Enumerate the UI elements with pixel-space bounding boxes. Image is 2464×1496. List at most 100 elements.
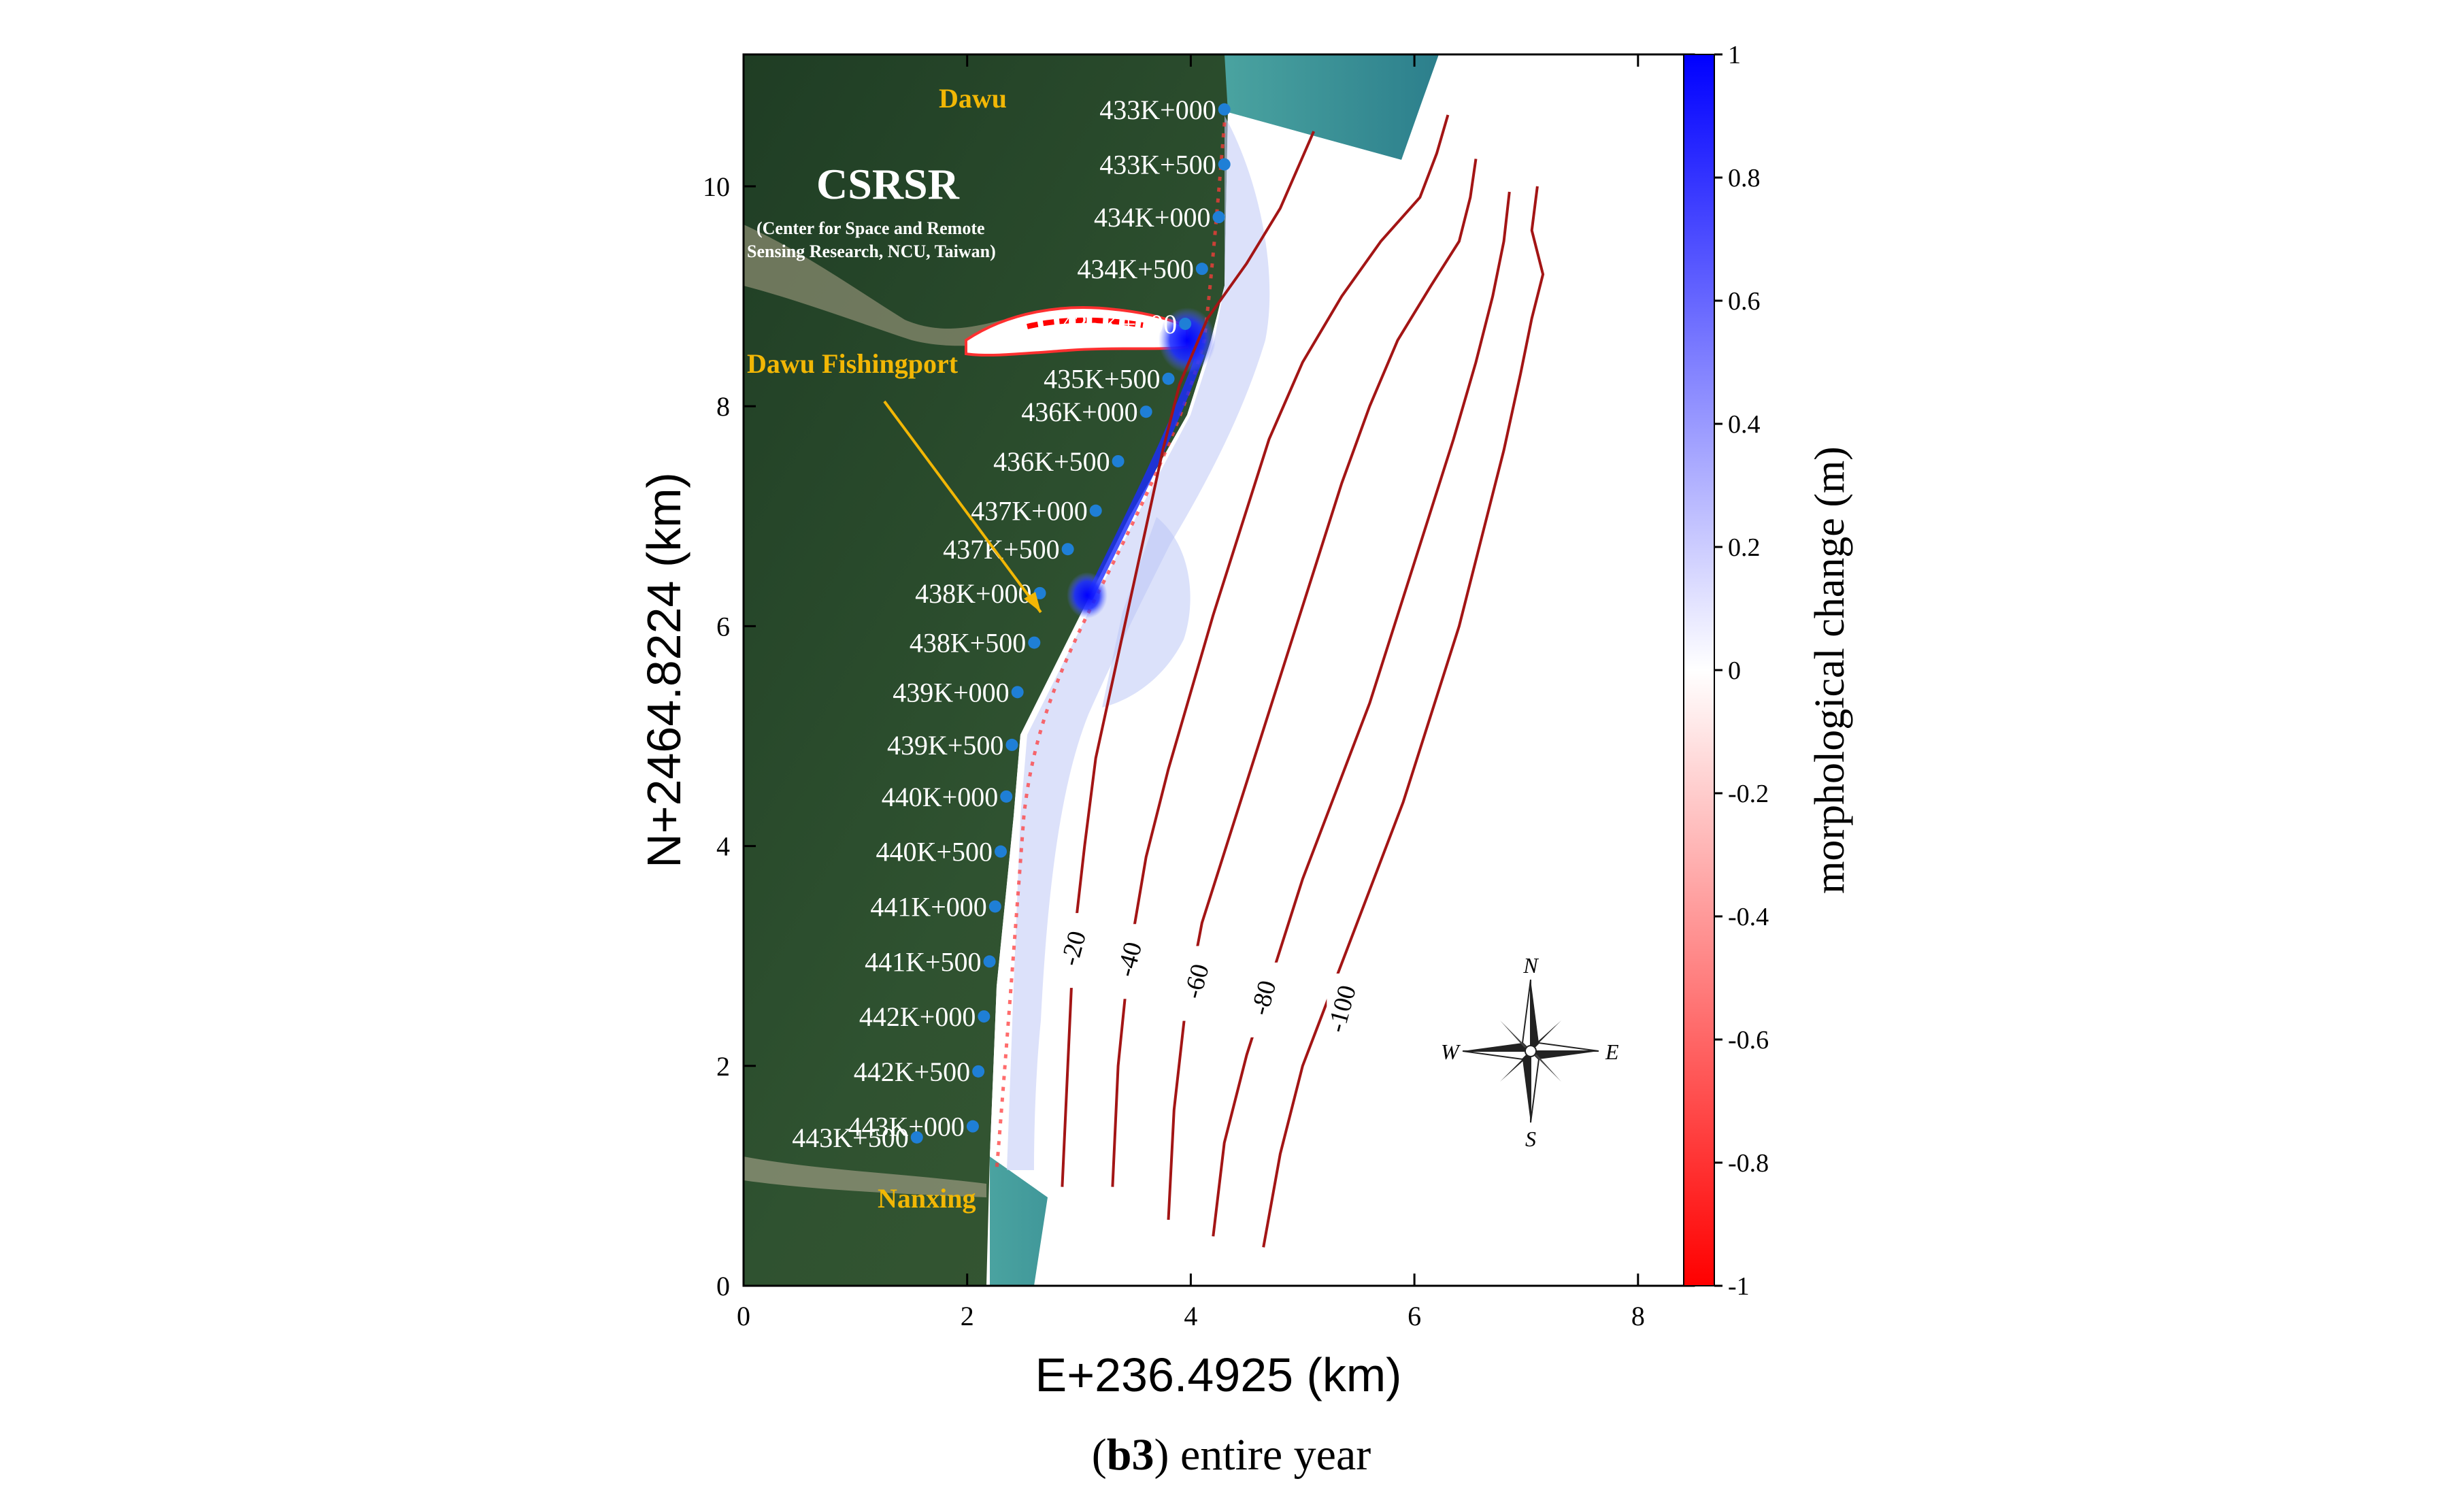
colorbar-tick-label: -0.4 — [1728, 903, 1769, 931]
agency-detail-line2: Sensing Research, NCU, Taiwan) — [747, 242, 996, 261]
colorbar-tick-label: 0.2 — [1728, 533, 1761, 562]
station-dot — [1218, 103, 1231, 116]
compass-e: E — [1605, 1040, 1619, 1064]
station-label: 436K+500 — [993, 446, 1110, 477]
station-label: 443K+500 — [792, 1123, 908, 1153]
colorbar-tick-label: 1 — [1728, 41, 1741, 69]
station-dot — [988, 900, 1001, 913]
place-label-fishingport: Dawu Fishingport — [747, 348, 959, 379]
station-label: 441K+000 — [870, 891, 986, 922]
compass-w: W — [1441, 1040, 1461, 1064]
contour-label-bg — [1327, 973, 1357, 1048]
station-dot — [1061, 543, 1074, 556]
place-label-nanxing: Nanxing — [878, 1183, 976, 1214]
station-label: 443K+000 — [848, 1112, 964, 1142]
colorbar-tick-label: -0.6 — [1728, 1026, 1769, 1054]
sea-north — [1225, 54, 1439, 160]
y-tick-label: 2 — [716, 1051, 730, 1082]
fishingport-arrow — [883, 400, 1042, 614]
station-label: 439K+500 — [887, 730, 1003, 761]
agency-name: CSRSR — [816, 160, 960, 208]
figure-caption: (b3) entire year — [1092, 1430, 1371, 1480]
station-label: 440K+000 — [882, 782, 998, 812]
colorbar-tick-label: 0.4 — [1728, 410, 1761, 439]
x-ticks: 0 2 4 6 8 — [737, 54, 1645, 1331]
x-tick-label: 4 — [1184, 1301, 1197, 1331]
station-dot — [983, 955, 996, 968]
y-tick-label: 10 — [703, 171, 730, 202]
colorbar-tick-label: -0.8 — [1728, 1149, 1769, 1178]
accretion-zone — [1007, 116, 1270, 1170]
station-label: 434K+000 — [1094, 202, 1210, 233]
station-label: 434K+500 — [1077, 254, 1193, 284]
colorbar-ticks: 1 0.8 0.6 0.4 0.2 0 -0.2 -0.4 -0.6 -0.8 -1 — [1714, 41, 1769, 1301]
station-dot — [1033, 586, 1046, 599]
x-tick-label: 6 — [1408, 1301, 1421, 1331]
station-markers: 433K+000 433K+500 434K+000 434K+500 435K+000… — [792, 95, 1231, 1153]
compass-s: S — [1525, 1127, 1536, 1151]
contour-label-bg — [1058, 913, 1088, 988]
station-dot — [910, 1131, 923, 1144]
station-label: 439K+000 — [893, 677, 1009, 708]
map-layer: -20 -40-60 -80 -100 433K+000 433K+500 434K+00… — [744, 54, 1545, 1286]
caption-label: b3 — [1107, 1430, 1154, 1480]
land-imagery — [744, 54, 1439, 1286]
station-dot — [1112, 454, 1125, 467]
station-dot — [1089, 504, 1102, 517]
x-tick-label: 2 — [961, 1301, 974, 1331]
contour-label-bg — [1248, 962, 1279, 1037]
x-tick-label: 8 — [1631, 1301, 1645, 1331]
contour-line — [1212, 191, 1511, 1237]
colorbar — [1683, 54, 1715, 1286]
station-dot — [1212, 211, 1225, 224]
station-dot — [1179, 317, 1192, 330]
colorbar-tick-label: 0.8 — [1728, 164, 1761, 193]
contour-line — [1262, 186, 1545, 1248]
x-tick-label: 0 — [737, 1301, 750, 1331]
station-label: 440K+500 — [876, 837, 993, 867]
compass-n: N — [1522, 953, 1539, 978]
station-dot — [1139, 405, 1152, 418]
station-label: 442K+000 — [859, 1001, 976, 1032]
colorbar-tick-label: -0.2 — [1728, 780, 1769, 808]
colorbar-tick-label: 0 — [1728, 656, 1741, 685]
fishingport-arrowhead — [1024, 592, 1041, 612]
colorbar-tick-label: -1 — [1728, 1272, 1750, 1301]
station-label: 442K+500 — [854, 1057, 970, 1087]
accretion-spot-dawu — [1159, 307, 1216, 373]
station-label: 435K+000 — [1061, 309, 1177, 339]
station-dot — [972, 1065, 985, 1078]
y-ticks: 0 2 4 6 8 10 — [703, 171, 756, 1301]
station-label: 435K+500 — [1044, 364, 1160, 395]
river-mouth-red — [1027, 317, 1144, 329]
x-axis-label: E+236.4925 (km) — [1035, 1348, 1402, 1401]
colorbar-tick-label: 0.6 — [1728, 287, 1761, 316]
station-dot — [1195, 263, 1208, 276]
station-dot — [966, 1120, 979, 1133]
model-domain — [990, 112, 1435, 1286]
contour-line — [1111, 114, 1450, 1187]
station-dot — [1011, 686, 1024, 699]
station-dot — [978, 1010, 990, 1023]
y-tick-label: 4 — [716, 831, 730, 862]
accretion-zone-2 — [1102, 517, 1191, 708]
shoreline-accretion — [1084, 352, 1205, 601]
y-tick-label: 0 — [716, 1271, 730, 1301]
agency-detail-line1: (Center for Space and Remote — [756, 218, 985, 238]
depth-contours: -20 -40-60 -80 -100 — [1055, 114, 1545, 1248]
contour-label-bg — [1181, 946, 1212, 1021]
y-tick-label: 8 — [716, 391, 730, 422]
station-label: 433K+000 — [1099, 95, 1216, 125]
station-label: 436K+000 — [1021, 397, 1137, 427]
y-axis-label: N+2464.8224 (km) — [637, 472, 690, 868]
station-dot — [1000, 790, 1013, 803]
station-dot — [1028, 636, 1041, 649]
caption-text: entire year — [1180, 1430, 1371, 1480]
station-dot — [1218, 158, 1231, 171]
station-label: 441K+500 — [865, 946, 981, 977]
southern-river — [744, 1157, 986, 1197]
station-dot — [995, 845, 1008, 858]
station-dot — [1162, 372, 1175, 385]
station-label: 438K+000 — [915, 578, 1031, 609]
